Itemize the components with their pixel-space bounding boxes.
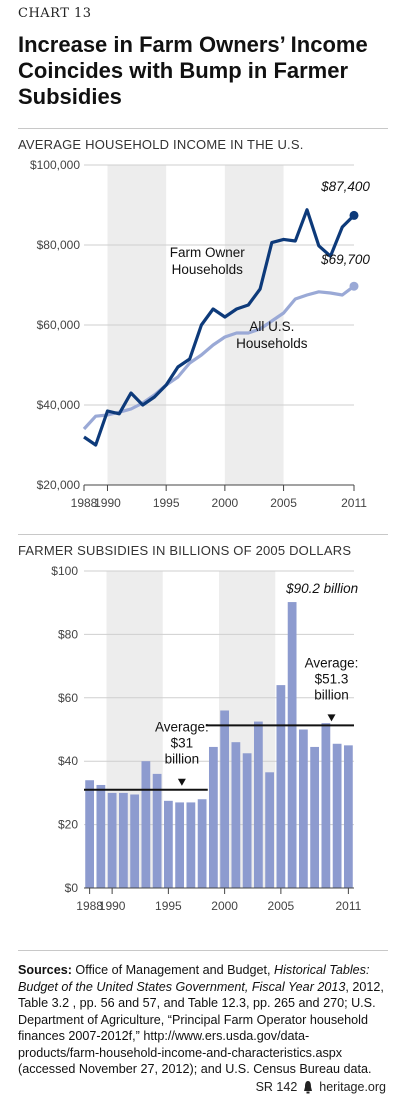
all-households-line xyxy=(82,284,355,431)
y-tick-label: $40 xyxy=(58,754,78,768)
bar xyxy=(96,784,106,888)
divider xyxy=(18,128,388,129)
sources-text: Office of Management and Budget, xyxy=(71,963,275,977)
bar xyxy=(118,792,128,888)
x-tick-label: 1988 xyxy=(76,899,103,913)
report-number: SR 142 xyxy=(255,1080,298,1094)
bar xyxy=(332,743,342,888)
bar xyxy=(276,685,286,888)
bar xyxy=(231,742,241,888)
sources-text-rest: , 2012, Table 3.2 , pp. 56 and 57, and T… xyxy=(18,979,384,1077)
chart-title: Increase in Farm Owners’ Income Coincide… xyxy=(18,32,368,109)
bar xyxy=(130,794,140,888)
x-tick-label: 2000 xyxy=(211,899,238,913)
bar xyxy=(163,800,173,888)
sources-label: Sources: xyxy=(18,963,72,977)
chart-number: CHART 13 xyxy=(18,6,92,21)
bar xyxy=(175,802,185,888)
y-tick-label: $20,000 xyxy=(37,478,81,492)
bar xyxy=(242,753,252,888)
bar xyxy=(208,746,218,888)
x-tick-label: 2005 xyxy=(268,899,295,913)
x-tick-label: 2011 xyxy=(341,496,367,510)
x-tick-label: 1988 xyxy=(71,496,98,510)
y-tick-label: $60,000 xyxy=(37,318,81,332)
peak-value-label: $90.2 billion xyxy=(285,581,358,596)
divider xyxy=(18,950,388,951)
heritage-bell-icon xyxy=(304,1081,313,1094)
x-tick-label: 1995 xyxy=(155,899,182,913)
bar xyxy=(343,745,353,888)
average-label: Average: $51.3 billion xyxy=(305,655,359,702)
x-tick-label: 1990 xyxy=(99,899,126,913)
bar xyxy=(186,802,196,888)
footer: SR 142 heritage.org xyxy=(256,1080,386,1094)
y-tick-label: $100 xyxy=(51,564,78,578)
y-tick-label: $0 xyxy=(65,881,79,895)
all-households-series-label: All U.S. Households xyxy=(236,319,308,351)
y-tick-label: $80 xyxy=(58,627,78,641)
website[interactable]: heritage.org xyxy=(319,1080,386,1094)
farm-owner-end-label: $87,400 xyxy=(320,179,370,194)
bar xyxy=(152,773,162,888)
income-line-chart: $20,000 $40,000 $60,000 $80,000 $100,000 1988… xyxy=(30,158,370,510)
y-tick-label: $60 xyxy=(58,691,78,705)
bar xyxy=(310,746,320,888)
x-tick-label: 1995 xyxy=(153,496,180,510)
bar xyxy=(220,710,230,888)
x-tick-label: 2005 xyxy=(270,496,297,510)
all-households-endpoint xyxy=(349,281,359,291)
bar xyxy=(253,721,263,888)
bar xyxy=(85,780,95,888)
divider xyxy=(18,534,388,535)
x-tick-label: 2011 xyxy=(335,899,361,913)
x-tick-label: 2000 xyxy=(212,496,239,510)
average-marker-icon xyxy=(327,714,336,722)
bar xyxy=(197,799,207,888)
bar xyxy=(141,761,151,888)
average-marker-icon xyxy=(177,778,186,786)
bar xyxy=(298,729,308,888)
sources-title: Historical Tables: Budget of the United … xyxy=(18,963,370,994)
bar xyxy=(321,723,331,888)
y-tick-label: $40,000 xyxy=(37,398,81,412)
bar xyxy=(265,772,275,888)
farm-owner-line xyxy=(83,208,356,447)
all-households-end-label: $69,700 xyxy=(320,252,370,267)
bar xyxy=(107,792,117,888)
farm-owner-endpoint xyxy=(349,210,359,220)
farm-owner-series-label: Farm Owner Households xyxy=(170,245,246,277)
y-tick-label: $80,000 xyxy=(37,238,81,252)
y-tick-label: $100,000 xyxy=(30,158,80,172)
y-tick-label: $20 xyxy=(58,818,78,832)
subsidy-chart-subtitle: FARMER SUBSIDIES IN BILLIONS OF 2005 DOL… xyxy=(18,543,352,558)
income-chart-subtitle: AVERAGE HOUSEHOLD INCOME IN THE U.S. xyxy=(18,137,304,152)
bar xyxy=(287,602,297,888)
x-tick-label: 1990 xyxy=(94,496,121,510)
sources-note: Sources: Office of Management and Budget… xyxy=(18,962,390,1078)
average-label: Average: $31 billion xyxy=(155,720,209,767)
